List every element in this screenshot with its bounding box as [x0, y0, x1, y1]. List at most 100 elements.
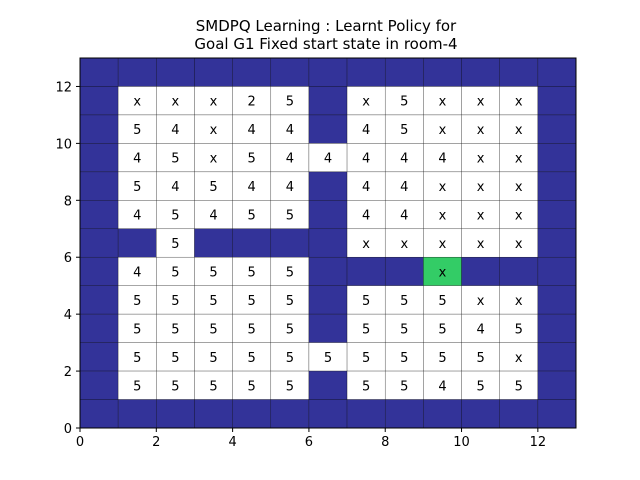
free-cell [499, 86, 539, 116]
wall-cell [384, 399, 424, 429]
cell-label: 5 [476, 351, 484, 366]
free-cell [423, 370, 462, 400]
free-cell [232, 256, 272, 286]
wall-cell [384, 256, 424, 286]
grid-cells: x x x 2 5 x 5 x x x5 4 x 4 4 4 5 x x x4 5 x 5 4 4 4 4 4 x x5 4 5 4 4 4 4 x x… [79, 57, 577, 429]
free-cell [232, 200, 272, 230]
free-cell [117, 370, 157, 400]
wall-cell [308, 370, 348, 400]
cell-label: 5 [438, 294, 446, 309]
cell-label: x [439, 209, 447, 224]
wall-cell [308, 313, 348, 343]
cell-label: 5 [362, 351, 370, 366]
wall-cell [79, 57, 119, 87]
wall-cell [537, 370, 577, 400]
free-cell [156, 143, 195, 173]
wall-cell [537, 200, 577, 230]
cell-label: 5 [362, 294, 370, 309]
cell-label: x [210, 123, 218, 138]
free-cell [156, 200, 195, 230]
wall-cell [537, 86, 577, 116]
free-cell [346, 86, 386, 116]
free-cell [270, 171, 310, 201]
y-tick-label: 2 [64, 365, 72, 380]
cell-label: 5 [209, 322, 217, 337]
free-cell [117, 143, 157, 173]
free-cell [270, 370, 310, 400]
wall-cell [346, 256, 386, 286]
cell-label: 4 [171, 180, 179, 195]
free-cell [461, 228, 500, 258]
cell-label: 5 [515, 379, 523, 394]
x-tick-label: 0 [76, 435, 84, 450]
cell-label: 5 [209, 180, 217, 195]
cell-label: 5 [400, 322, 408, 337]
cell-label: 4 [438, 379, 446, 394]
cell-label: 4 [400, 180, 408, 195]
wall-cell [537, 143, 577, 173]
free-cell [499, 285, 539, 315]
cell-label: 4 [286, 180, 294, 195]
x-tick-label: 2 [152, 435, 160, 450]
free-cell [232, 285, 272, 315]
cell-label: x [477, 294, 485, 309]
x-tick-label: 8 [381, 435, 389, 450]
wall-cell [232, 399, 272, 429]
free-cell [384, 342, 424, 372]
cell-label: 5 [248, 322, 256, 337]
wall-cell [232, 57, 272, 87]
free-cell [194, 313, 233, 343]
cell-label: 5 [133, 379, 141, 394]
wall-cell [79, 370, 119, 400]
wall-cell [79, 256, 119, 286]
free-cell [423, 200, 462, 230]
cell-label: 4 [248, 123, 256, 138]
free-cell [423, 171, 462, 201]
cell-label: 5 [248, 294, 256, 309]
free-cell [461, 285, 500, 315]
cell-label: 5 [209, 379, 217, 394]
cell-label: 4 [171, 123, 179, 138]
cell-label: 5 [248, 379, 256, 394]
free-cell [232, 114, 272, 144]
wall-cell [384, 57, 424, 87]
free-cell [156, 370, 195, 400]
cell-label: 5 [171, 265, 179, 280]
wall-cell [308, 256, 348, 286]
free-cell [423, 143, 462, 173]
free-cell [423, 342, 462, 372]
cell-label: 5 [400, 351, 408, 366]
free-cell [346, 285, 386, 315]
free-cell [156, 342, 195, 372]
cell-label: x [515, 123, 523, 138]
free-cell [499, 370, 539, 400]
free-cell [461, 313, 500, 343]
cell-label: 5 [171, 209, 179, 224]
wall-cell [232, 228, 272, 258]
free-cell [384, 285, 424, 315]
wall-cell [499, 256, 539, 286]
free-cell [117, 285, 157, 315]
cell-label: 5 [133, 322, 141, 337]
free-cell [232, 86, 272, 116]
wall-cell [537, 171, 577, 201]
free-cell [308, 342, 348, 372]
cell-label: x [515, 209, 523, 224]
wall-cell [194, 57, 233, 87]
cell-label: x [210, 95, 218, 110]
cell-label: 5 [209, 294, 217, 309]
cell-label: 5 [286, 209, 294, 224]
wall-cell [499, 399, 539, 429]
x-tick-label: 12 [530, 435, 547, 450]
free-cell [346, 114, 386, 144]
wall-cell [308, 399, 348, 429]
cell-label: 5 [286, 95, 294, 110]
cell-label: 5 [171, 152, 179, 167]
free-cell [346, 143, 386, 173]
wall-cell [270, 57, 310, 87]
free-cell [346, 313, 386, 343]
free-cell [499, 114, 539, 144]
free-cell [194, 285, 233, 315]
x-tick-label: 6 [305, 435, 313, 450]
cell-label: 4 [286, 123, 294, 138]
